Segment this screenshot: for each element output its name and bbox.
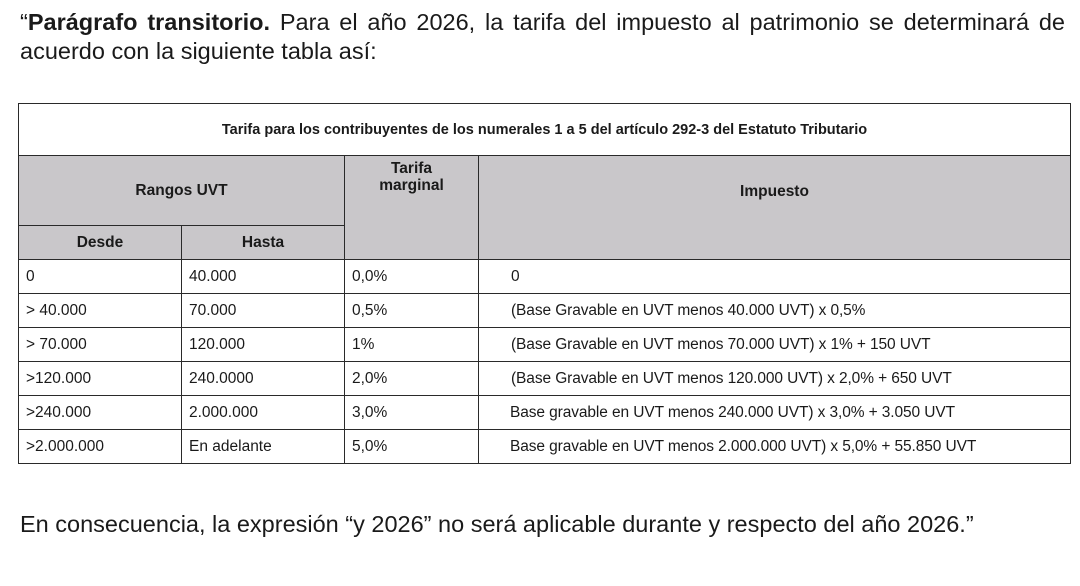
cell-desde: >2.000.000 xyxy=(18,429,182,464)
cell-hasta: 70.000 xyxy=(181,293,345,328)
closing-paragraph: En consecuencia, la expresión “y 2026” n… xyxy=(20,511,974,537)
table-row: > 70.000 120.000 1% (Base Gravable en UV… xyxy=(18,327,1071,362)
cell-impuesto: Base gravable en UVT menos 240.000 UVT) … xyxy=(478,395,1071,430)
header-tarifa-marginal: Tarifa marginal xyxy=(344,155,479,260)
cell-hasta: 120.000 xyxy=(181,327,345,362)
table-row: >240.000 2.000.000 3,0% Base gravable en… xyxy=(18,395,1071,430)
header-desde: Desde xyxy=(18,225,182,260)
cell-impuesto: (Base Gravable en UVT menos 40.000 UVT) … xyxy=(478,293,1071,328)
cell-impuesto: (Base Gravable en UVT menos 70.000 UVT) … xyxy=(478,327,1071,362)
header-impuesto: Impuesto xyxy=(478,155,1071,260)
table-caption: Tarifa para los contribuyentes de los nu… xyxy=(18,103,1071,156)
cell-tarifa: 5,0% xyxy=(344,429,479,464)
cell-tarifa: 0,0% xyxy=(344,259,479,294)
table-row: >2.000.000 En adelante 5,0% Base gravabl… xyxy=(18,429,1071,464)
cell-hasta: En adelante xyxy=(181,429,345,464)
table-row: > 40.000 70.000 0,5% (Base Gravable en U… xyxy=(18,293,1071,328)
intro-paragraph: “Parágrafo transitorio. Para el año 2026… xyxy=(20,8,1065,66)
cell-desde: >240.000 xyxy=(18,395,182,430)
cell-tarifa: 3,0% xyxy=(344,395,479,430)
table-row: 0 40.000 0,0% 0 xyxy=(18,259,1071,294)
intro-text: Para el año 2026, la tarifa del impuesto… xyxy=(20,9,1065,64)
header-hasta: Hasta xyxy=(181,225,345,260)
tariff-table: Tarifa para los contribuyentes de los nu… xyxy=(18,103,1071,464)
cell-desde: >120.000 xyxy=(18,361,182,396)
cell-impuesto: (Base Gravable en UVT menos 120.000 UVT)… xyxy=(478,361,1071,396)
cell-desde: > 70.000 xyxy=(18,327,182,362)
tariff-table-container: Tarifa para los contribuyentes de los nu… xyxy=(18,103,1071,464)
cell-hasta: 240.0000 xyxy=(181,361,345,396)
cell-impuesto: 0 xyxy=(478,259,1071,294)
cell-impuesto: Base gravable en UVT menos 2.000.000 UVT… xyxy=(478,429,1071,464)
cell-desde: > 40.000 xyxy=(18,293,182,328)
paragraph-heading: Parágrafo transitorio. xyxy=(27,9,271,35)
cell-tarifa: 1% xyxy=(344,327,479,362)
cell-desde: 0 xyxy=(18,259,182,294)
opening-quote: “ xyxy=(20,9,28,35)
cell-tarifa: 0,5% xyxy=(344,293,479,328)
table-row: >120.000 240.0000 2,0% (Base Gravable en… xyxy=(18,361,1071,396)
header-rangos-uvt: Rangos UVT xyxy=(18,155,345,226)
header-tarifa-line2: marginal xyxy=(379,177,444,194)
cell-hasta: 2.000.000 xyxy=(181,395,345,430)
cell-hasta: 40.000 xyxy=(181,259,345,294)
cell-tarifa: 2,0% xyxy=(344,361,479,396)
header-tarifa-line1: Tarifa xyxy=(390,160,433,177)
